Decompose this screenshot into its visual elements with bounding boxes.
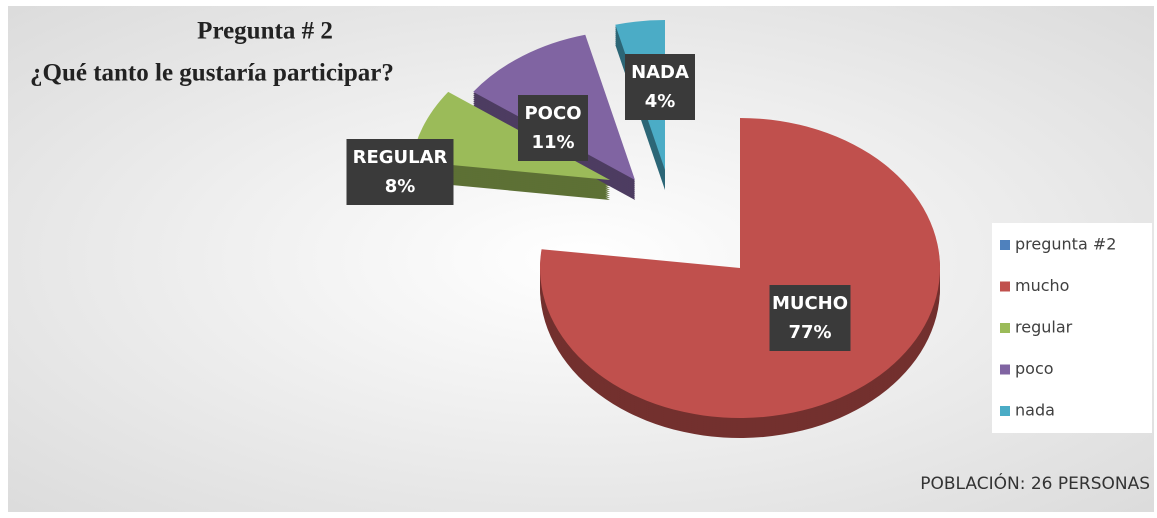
legend-label: nada	[1015, 401, 1055, 420]
legend-swatch	[1000, 406, 1010, 416]
legend-label: mucho	[1015, 276, 1069, 295]
data-label-name: REGULAR	[353, 147, 448, 168]
chart-subtitle: ¿Qué tanto le gustaría participar?	[30, 60, 394, 87]
legend-label: regular	[1015, 318, 1073, 337]
data-label-value: 8%	[385, 176, 416, 197]
legend-label: poco	[1015, 359, 1054, 378]
data-label-value: 77%	[788, 322, 831, 343]
data-label-name: MUCHO	[772, 293, 848, 314]
data-label-value: 11%	[531, 132, 574, 153]
legend-swatch	[1000, 281, 1010, 292]
legend-swatch	[1000, 323, 1010, 333]
data-label-name: POCO	[524, 103, 581, 124]
legend-swatch	[1000, 364, 1010, 375]
data-label-box	[518, 95, 588, 161]
legend-box	[992, 223, 1152, 433]
data-label-name: NADA	[631, 62, 689, 83]
data-label-box	[346, 139, 454, 205]
data-label-value: 4%	[645, 91, 676, 112]
legend-swatch	[1000, 240, 1010, 250]
note: POBLACIÓN: 26 PERSONAS	[920, 472, 1150, 494]
data-label-box	[625, 54, 695, 120]
chart-title: Pregunta # 2	[197, 18, 333, 45]
legend-label: pregunta #2	[1015, 235, 1116, 254]
data-label-box	[769, 285, 851, 351]
